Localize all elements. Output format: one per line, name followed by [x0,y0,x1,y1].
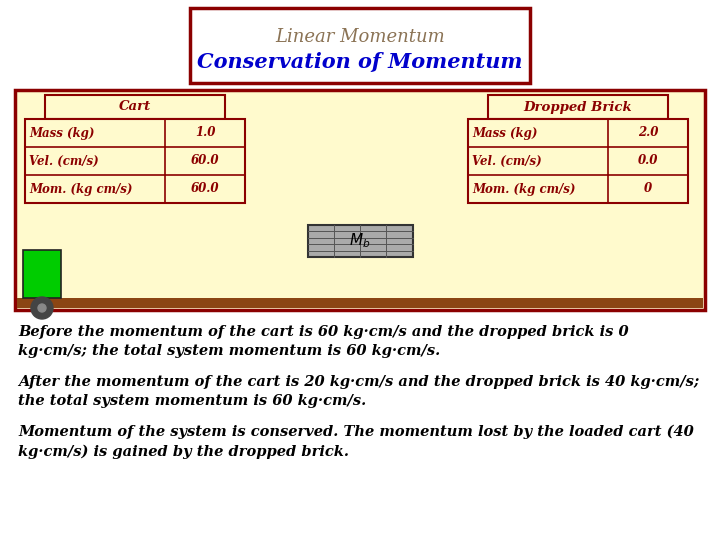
Text: Linear Momentum: Linear Momentum [275,28,445,45]
Text: Before the momentum of the cart is 60 kg·cm/s and the dropped brick is 0
kg·cm/s: Before the momentum of the cart is 60 kg… [18,325,629,359]
Text: Vel. (cm/s): Vel. (cm/s) [472,154,541,167]
Text: 2.0: 2.0 [638,126,658,139]
Bar [488,95,668,119]
Bar [307,225,413,257]
Circle shape [31,297,53,319]
Bar [468,119,688,203]
Text: Conservation of Momentum: Conservation of Momentum [197,52,523,72]
Bar [25,119,245,203]
Text: 0.0: 0.0 [638,154,658,167]
Text: 60.0: 60.0 [191,183,220,195]
Text: Vel. (cm/s): Vel. (cm/s) [29,154,99,167]
Text: Mass (kg): Mass (kg) [29,126,94,139]
Text: Mom. (kg cm/s): Mom. (kg cm/s) [472,183,575,195]
Text: $M_b$: $M_b$ [349,232,371,251]
Text: Dropped Brick: Dropped Brick [523,100,632,113]
Bar [17,298,703,308]
Bar [23,250,61,298]
Text: Cart: Cart [119,100,151,113]
Text: 0: 0 [644,183,652,195]
Text: 60.0: 60.0 [191,154,220,167]
Text: Mass (kg): Mass (kg) [472,126,537,139]
Text: 1.0: 1.0 [195,126,215,139]
Text: Mom. (kg cm/s): Mom. (kg cm/s) [29,183,132,195]
Bar [190,8,530,83]
Text: After the momentum of the cart is 20 kg·cm/s and the dropped brick is 40 kg·cm/s: After the momentum of the cart is 20 kg·… [18,375,699,408]
Text: Momentum of the system is conserved. The momentum lost by the loaded cart (40
kg: Momentum of the system is conserved. The… [18,425,694,460]
Bar [45,95,225,119]
Circle shape [38,304,46,312]
Bar [15,90,705,310]
